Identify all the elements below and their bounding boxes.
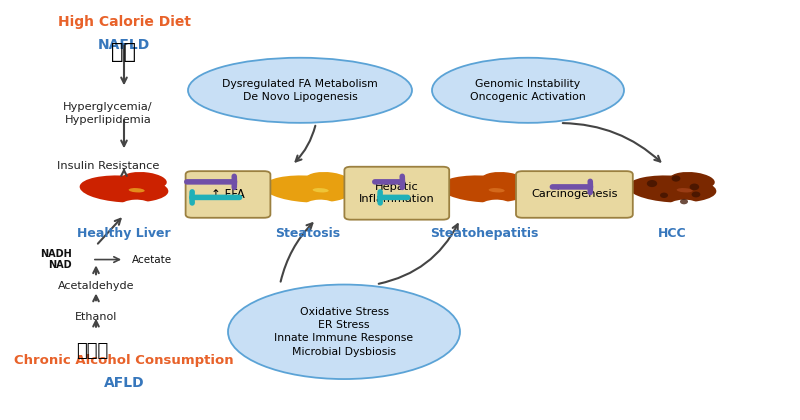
- Ellipse shape: [121, 200, 150, 210]
- Ellipse shape: [669, 200, 698, 210]
- Text: NAFLD: NAFLD: [98, 38, 150, 52]
- Text: ↑ FFA: ↑ FFA: [211, 188, 245, 201]
- Ellipse shape: [306, 172, 350, 189]
- Ellipse shape: [489, 188, 505, 192]
- FancyBboxPatch shape: [516, 171, 633, 218]
- Text: 🍺🍷🫙: 🍺🍷🫙: [76, 342, 108, 360]
- Ellipse shape: [122, 172, 166, 189]
- Ellipse shape: [305, 200, 334, 210]
- Ellipse shape: [228, 285, 460, 379]
- Ellipse shape: [680, 199, 688, 204]
- FancyBboxPatch shape: [344, 167, 450, 220]
- Text: Healthy Liver: Healthy Liver: [77, 227, 171, 240]
- Text: Acetate: Acetate: [132, 255, 172, 265]
- Text: HCC: HCC: [658, 227, 686, 240]
- Text: Genomic Instability
Oncogenic Activation: Genomic Instability Oncogenic Activation: [470, 79, 586, 102]
- Text: Steatosis: Steatosis: [275, 227, 341, 240]
- Text: Dysregulated FA Metabolism
De Novo Lipogenesis: Dysregulated FA Metabolism De Novo Lipog…: [222, 79, 378, 102]
- Ellipse shape: [264, 176, 352, 202]
- Text: Oxidative Stress
ER Stress
Innate Immune Response
Microbial Dysbiosis: Oxidative Stress ER Stress Innate Immune…: [274, 307, 414, 357]
- Text: Hepatic
Inflammation: Hepatic Inflammation: [359, 182, 434, 205]
- Ellipse shape: [677, 188, 693, 192]
- Text: High Calorie Diet: High Calorie Diet: [58, 15, 190, 29]
- Ellipse shape: [482, 172, 526, 189]
- Ellipse shape: [440, 176, 528, 202]
- Ellipse shape: [691, 192, 701, 197]
- Text: AFLD: AFLD: [104, 376, 144, 390]
- Text: Hyperglycemia/
Hyperlipidemia: Hyperglycemia/ Hyperlipidemia: [63, 102, 153, 125]
- Ellipse shape: [129, 188, 145, 192]
- Text: Steatohepatitis: Steatohepatitis: [430, 227, 538, 240]
- Ellipse shape: [481, 200, 510, 210]
- Ellipse shape: [672, 175, 680, 181]
- Ellipse shape: [690, 184, 699, 190]
- Ellipse shape: [670, 172, 714, 189]
- Ellipse shape: [432, 58, 624, 123]
- Text: Carcinogenesis: Carcinogenesis: [531, 189, 618, 200]
- Ellipse shape: [80, 176, 168, 202]
- Text: Ethanol: Ethanol: [75, 312, 117, 322]
- Text: Acetaldehyde: Acetaldehyde: [58, 281, 134, 291]
- Ellipse shape: [188, 58, 412, 123]
- Ellipse shape: [646, 180, 658, 187]
- Ellipse shape: [660, 192, 668, 198]
- Text: Chronic Alcohol Consumption: Chronic Alcohol Consumption: [14, 354, 234, 367]
- Ellipse shape: [628, 176, 716, 202]
- Text: NADH: NADH: [40, 249, 72, 259]
- Text: NAD: NAD: [48, 260, 72, 270]
- FancyBboxPatch shape: [186, 171, 270, 218]
- Text: 🍔🍟: 🍔🍟: [111, 42, 137, 63]
- Text: Insulin Resistance: Insulin Resistance: [57, 161, 159, 171]
- Ellipse shape: [313, 188, 329, 192]
